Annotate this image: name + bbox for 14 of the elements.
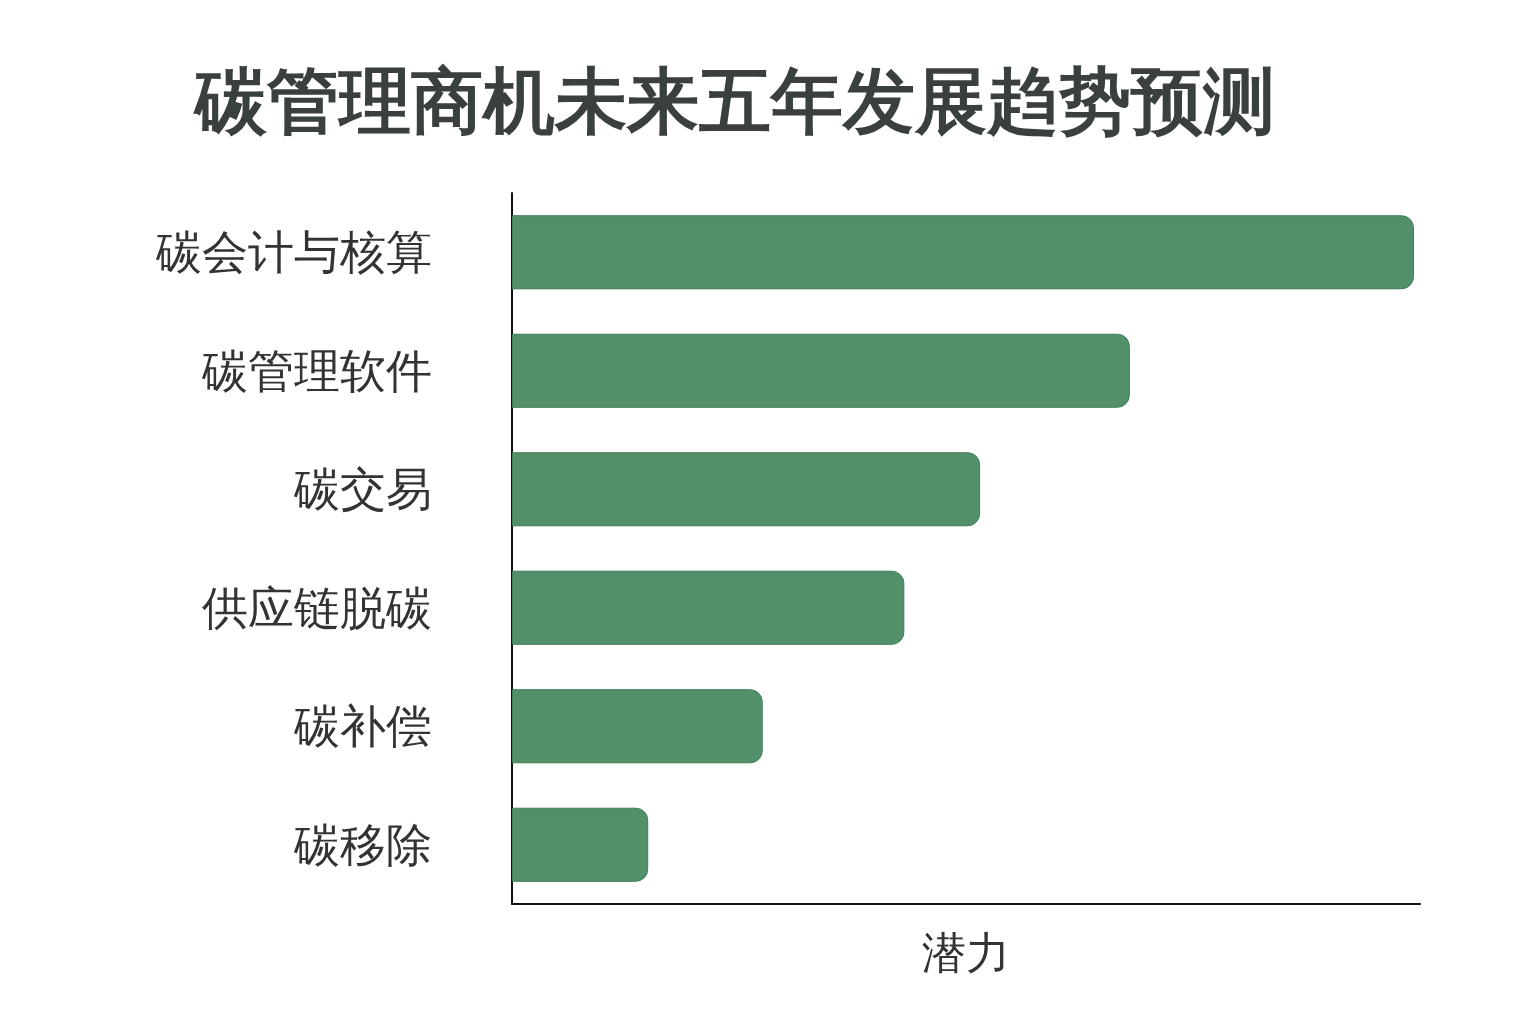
y-tick-label: 供应链脱碳 [202,580,432,635]
y-tick-label: 碳移除 [293,817,432,872]
bar [512,215,1414,290]
x-axis-title: 潜力 [922,926,1010,978]
bar [512,570,905,645]
bar [512,452,981,527]
y-tick-label: 碳交易 [293,462,432,517]
bar [512,807,649,882]
y-tick-label: 碳管理软件 [201,343,432,398]
chart-title: 碳管理商机未来五年发展趋势预测 [193,59,1275,143]
y-tick-label: 碳补偿 [293,699,432,754]
bar [512,333,1130,408]
y-tick-label: 碳会计与核算 [155,225,432,280]
bar [512,689,763,764]
